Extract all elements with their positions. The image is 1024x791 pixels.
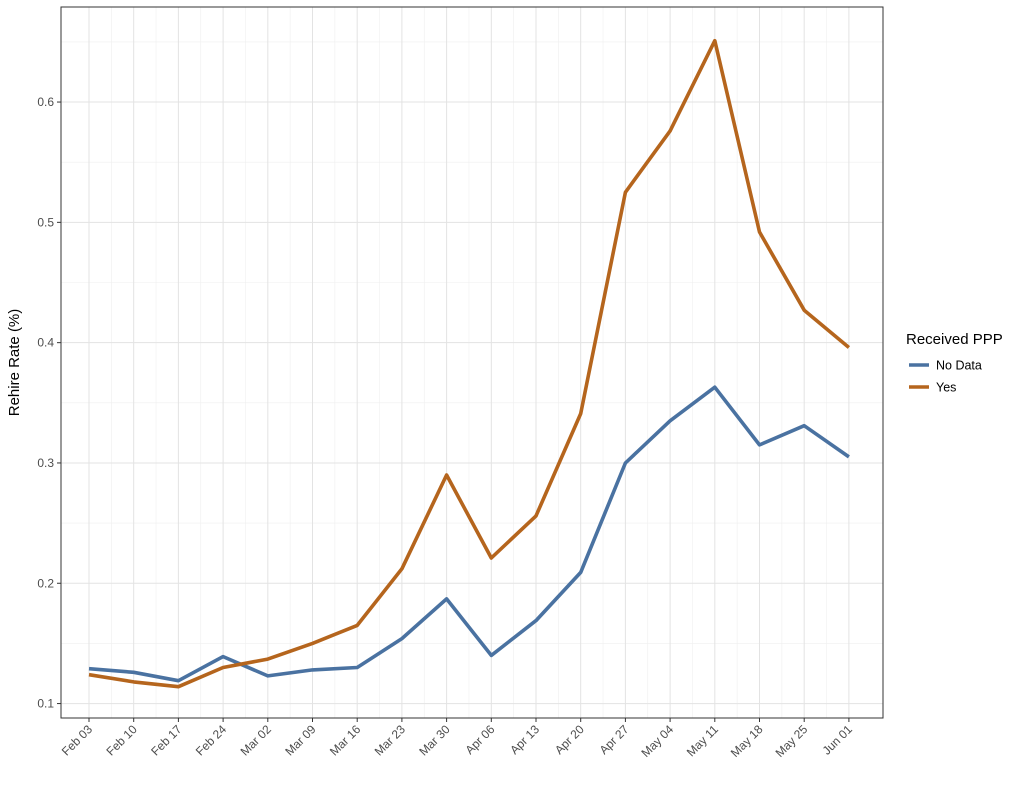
y-axis-title: Rehire Rate (%) xyxy=(6,309,23,417)
gridlines xyxy=(61,7,883,718)
series-line-no-data xyxy=(88,385,850,683)
y-tick-label: 0.5 xyxy=(37,215,54,229)
legend-items: No Data Yes xyxy=(909,359,982,395)
plot-panel-border xyxy=(60,6,884,719)
y-tick-label: 0.1 xyxy=(37,697,54,711)
y-tick-label: 0.4 xyxy=(37,336,54,350)
y-tick-label: 0.3 xyxy=(37,456,54,470)
series-lines xyxy=(88,38,851,689)
legend-label: No Data xyxy=(936,359,982,373)
y-axis: 0.1 0.2 0.3 0.4 0.5 0.6 xyxy=(37,95,61,711)
y-tick-label: 0.6 xyxy=(37,95,54,109)
legend-title: Received PPP xyxy=(906,331,1003,348)
y-tick-label: 0.2 xyxy=(37,576,54,590)
legend: Received PPP No Data Yes xyxy=(906,331,1003,395)
series-line-yes xyxy=(88,38,851,689)
legend-label: Yes xyxy=(936,381,956,395)
